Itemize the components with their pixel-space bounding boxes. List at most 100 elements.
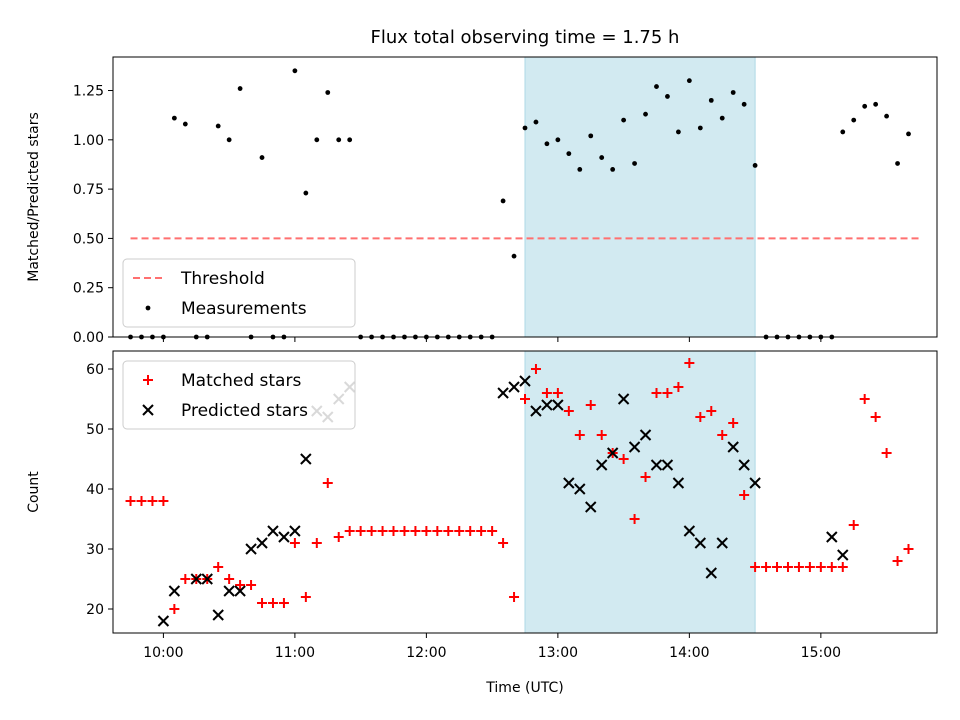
bottom-panel: 20 30 40 50 60 10:00 11:00 12:00 13:00 14:00 15:00… <box>26 350 938 661</box>
matched-point <box>782 562 793 572</box>
matched-point <box>180 574 191 584</box>
y-tick-label: 1.00 <box>73 133 104 149</box>
matched-point <box>640 472 651 482</box>
predicted-point <box>508 381 520 393</box>
matched-point <box>673 382 684 392</box>
matched-point <box>311 538 322 548</box>
legend-swatch <box>145 305 151 311</box>
legend-box <box>122 258 356 328</box>
matched-point <box>169 604 180 614</box>
plot-frame <box>112 56 938 338</box>
data-point <box>884 113 889 119</box>
predicted-point <box>234 585 246 597</box>
predicted-point <box>738 459 750 471</box>
predicted-point <box>190 573 202 585</box>
matched-point <box>224 574 235 584</box>
matched-point <box>388 526 399 536</box>
matched-point <box>399 526 410 536</box>
y-tick-label: 40 <box>86 482 104 498</box>
matched-point <box>772 562 783 572</box>
matched-point <box>443 526 454 536</box>
data-point <box>862 103 868 109</box>
legend-label: Threshold <box>180 269 265 289</box>
matched-point <box>465 526 476 536</box>
data-point <box>676 129 681 135</box>
predicted-point <box>727 441 739 453</box>
matched-point <box>377 526 388 536</box>
matched-point <box>530 364 541 374</box>
y-tick-label: 0.25 <box>73 281 104 297</box>
predicted-point <box>157 615 170 627</box>
matched-point <box>410 526 421 536</box>
top-panel: 0.00 0.25 0.50 0.75 1.00 1.25 Matched/Predicte… <box>26 56 938 346</box>
x-tick-label: 15:00 <box>801 645 841 661</box>
observing-window <box>524 56 756 338</box>
data-point <box>632 161 637 166</box>
data-point <box>555 137 561 143</box>
matched-point <box>585 400 596 410</box>
matched-point <box>509 592 520 602</box>
predicted-point <box>826 531 838 543</box>
x-tick-label: 11:00 <box>275 645 315 661</box>
data-point <box>588 133 594 139</box>
data-point <box>511 253 517 259</box>
data-point <box>566 151 572 157</box>
matched-point <box>520 394 530 404</box>
data-point <box>752 163 758 168</box>
matched-point <box>695 412 706 422</box>
matched-point <box>300 592 311 602</box>
matched-point <box>596 430 607 440</box>
matched-point <box>366 526 377 536</box>
predicted-point <box>278 531 290 543</box>
legend-label: Matched stars <box>181 371 301 391</box>
matched-point <box>213 562 224 572</box>
predicted-point <box>672 477 685 489</box>
predicted-point <box>530 405 542 417</box>
matched-point <box>563 406 574 416</box>
matched-point <box>267 598 278 608</box>
data-point <box>577 166 583 172</box>
matched-point <box>498 538 509 548</box>
predicted-point <box>519 375 531 387</box>
y-tick-label: 0.00 <box>73 330 104 346</box>
matched-point <box>432 526 443 536</box>
data-point <box>347 137 353 143</box>
data-point <box>741 101 747 107</box>
legend-swatch <box>143 375 153 385</box>
data-point <box>500 198 506 204</box>
matched-point <box>322 478 333 488</box>
matched-point <box>629 514 640 524</box>
matched-point <box>158 496 169 506</box>
y-axis-label: Matched/Predicted stars <box>26 112 42 282</box>
predicted-point <box>223 585 235 597</box>
x-tick-label: 10:00 <box>143 645 183 661</box>
matched-point <box>837 562 848 572</box>
predicted-point <box>201 573 213 585</box>
legend-box <box>122 360 356 430</box>
data-point <box>873 101 879 107</box>
data-point <box>665 94 670 99</box>
predicted-point <box>585 501 597 513</box>
matched-point <box>454 526 465 536</box>
matched-point <box>618 454 629 464</box>
matched-point <box>246 580 257 590</box>
data-point <box>215 123 221 129</box>
predicted-point <box>694 537 707 549</box>
matched-point <box>684 358 695 368</box>
data-point <box>336 137 342 143</box>
matched-point <box>892 556 903 566</box>
data-point <box>599 155 605 160</box>
legend: Matched stars Predicted stars <box>122 360 356 430</box>
predicted-point <box>212 609 224 621</box>
matched-point <box>125 496 136 506</box>
data-point <box>686 78 692 84</box>
matched-point <box>574 430 585 440</box>
matched-point <box>859 394 870 404</box>
y-tick-label: 1.25 <box>73 84 104 100</box>
matched-point <box>476 526 487 536</box>
predicted-point <box>683 525 696 537</box>
data-point <box>610 166 616 172</box>
data-point <box>719 115 725 121</box>
matched-point <box>344 526 355 536</box>
